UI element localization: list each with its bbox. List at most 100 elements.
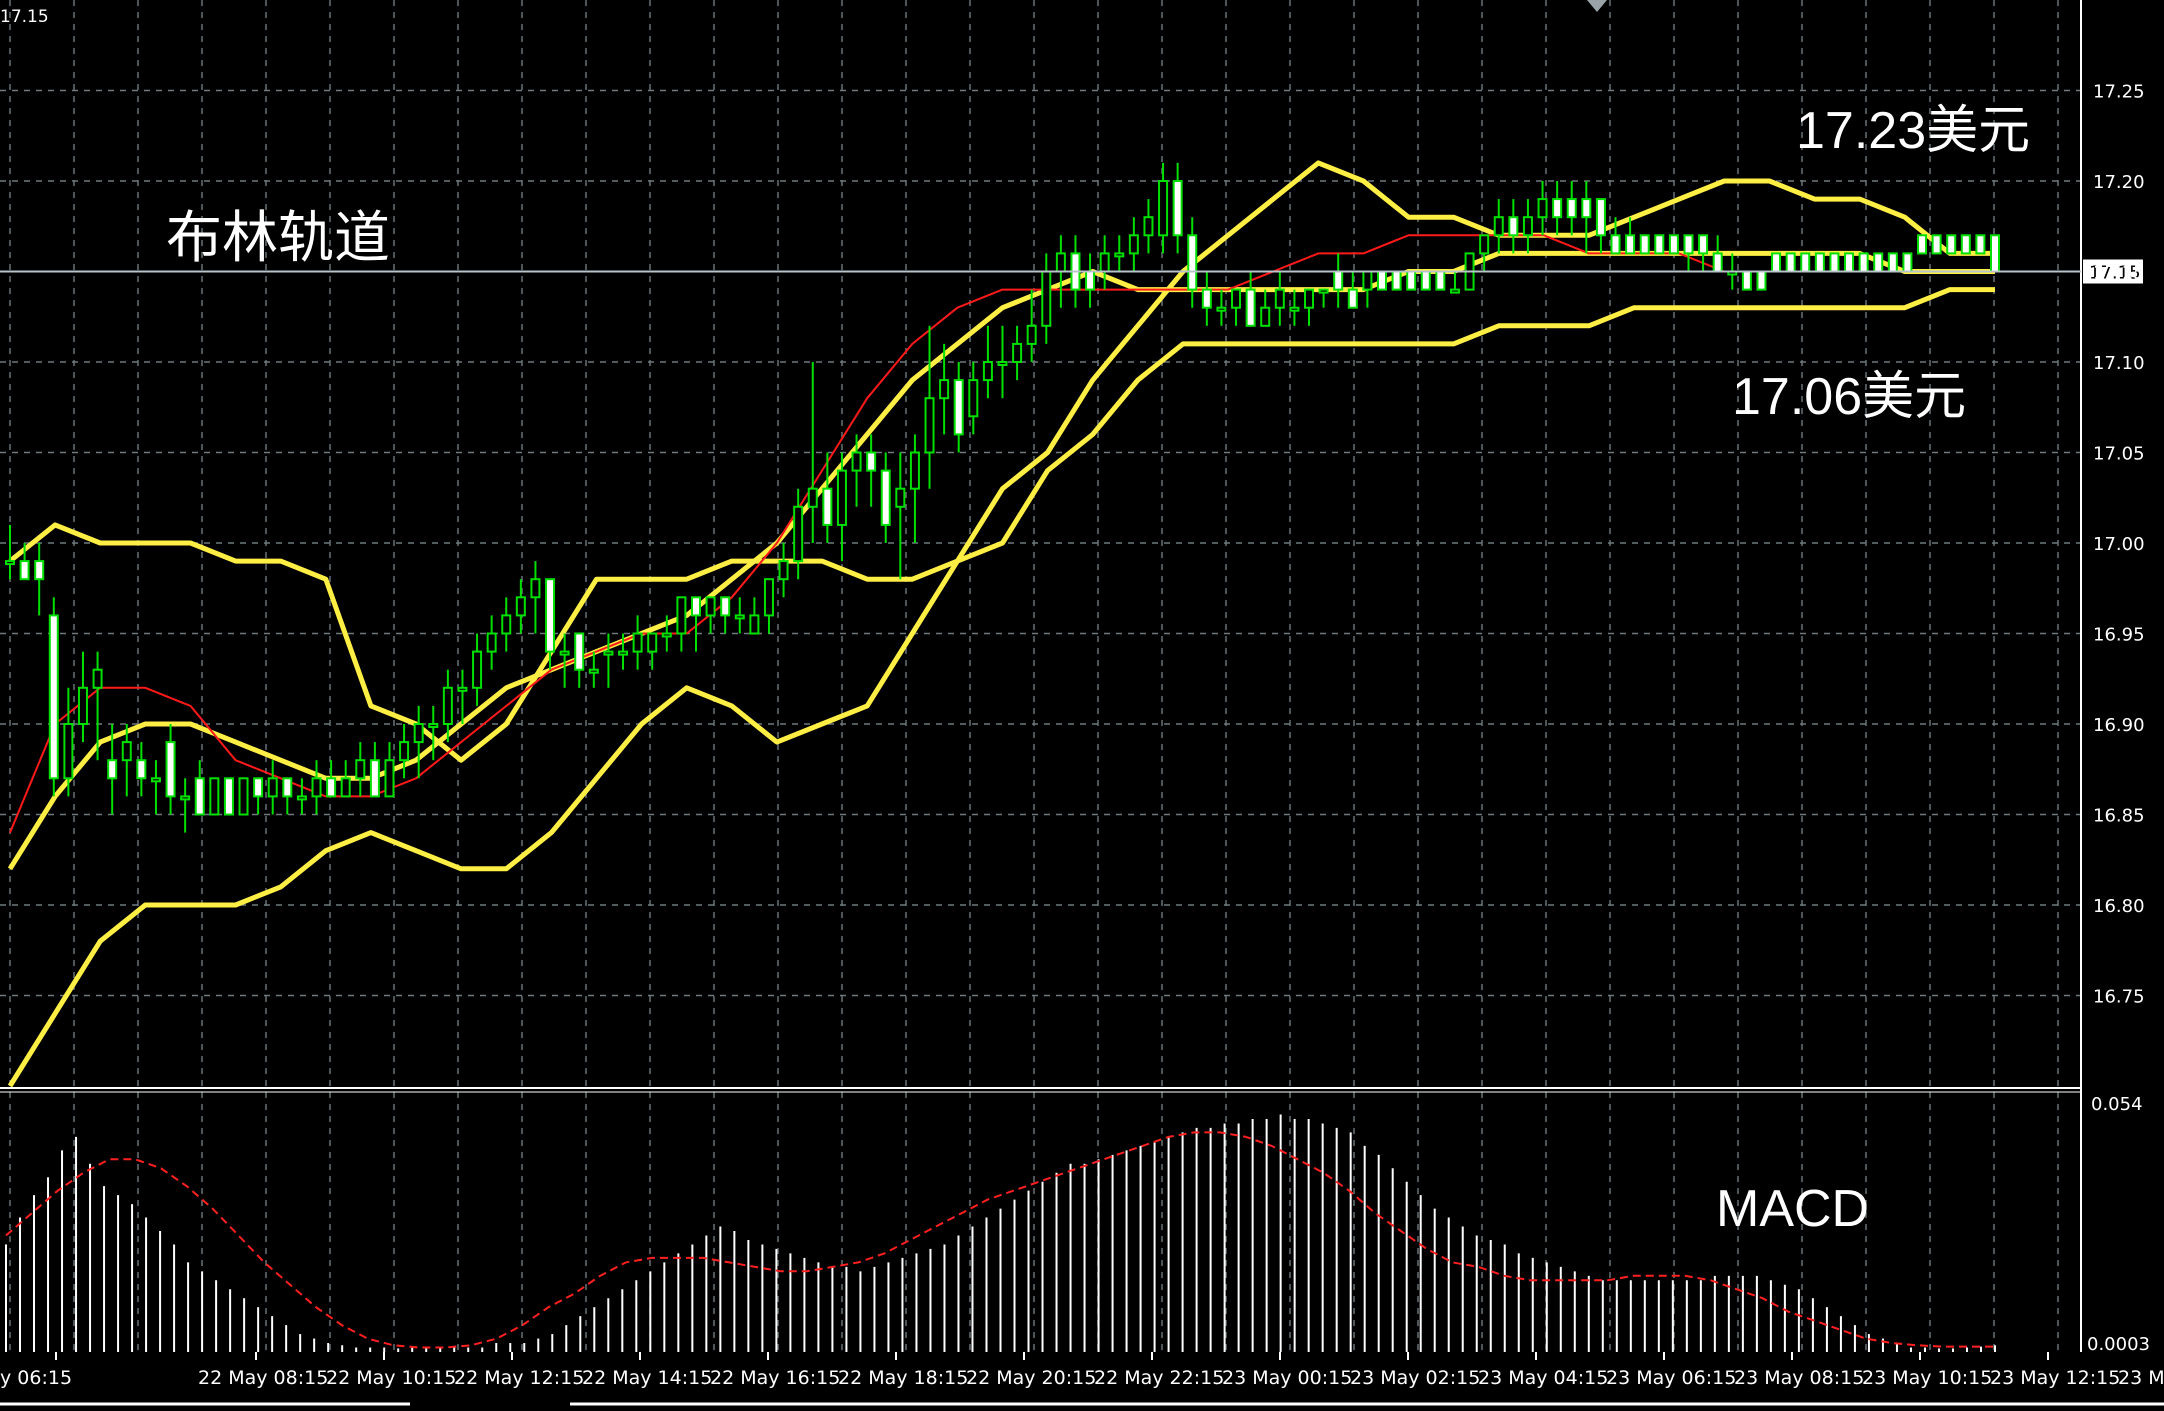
- candle-body: [530, 578, 541, 599]
- candle-body: [1508, 216, 1519, 237]
- price-tick-label: 16.90: [2093, 715, 2145, 736]
- candle-body: [1201, 288, 1212, 309]
- candle-body: [48, 614, 59, 780]
- macd-signal-line: [5, 1131, 1995, 1349]
- time-tick-label: 22 May 08:15: [198, 1367, 328, 1389]
- candle-body: [1931, 234, 1942, 255]
- current-price-line: 17.15: [0, 259, 2143, 284]
- bollinger-upper-line: [8, 160, 1995, 763]
- candle-body: [296, 795, 307, 801]
- price-tick-label: 17.10: [2093, 353, 2145, 374]
- indicator-title: 布林轨道: [166, 206, 390, 269]
- candle-body: [1289, 306, 1300, 312]
- time-tick-label: 23 May 12:15: [1990, 1367, 2120, 1389]
- price-tick-label: 17.05: [2093, 444, 2145, 465]
- macd-top-label: 0.054: [2091, 1094, 2143, 1115]
- candle-body: [1085, 270, 1096, 291]
- shift-marker-icon: [1587, 0, 1607, 12]
- time-tick-label: 23 May 10:15: [1862, 1367, 1992, 1389]
- candle-body: [574, 632, 585, 671]
- current-price-label: 17.15: [2089, 263, 2141, 284]
- candle-body: [1026, 324, 1037, 345]
- time-tick-label: 22 May 22:15: [1094, 1367, 1224, 1389]
- price-tick-label: 16.95: [2093, 625, 2145, 646]
- candle-body: [939, 379, 950, 400]
- candle-body: [1128, 234, 1139, 255]
- grid: [0, 0, 2081, 1352]
- time-tick-label: 22 May 14:15: [582, 1367, 712, 1389]
- candle-body: [1858, 252, 1869, 273]
- candle-body: [77, 686, 88, 725]
- candle-body: [428, 723, 439, 728]
- candle-body: [209, 777, 220, 816]
- candle-body: [647, 632, 658, 653]
- candle-body: [369, 759, 380, 798]
- candle-body: [734, 614, 745, 620]
- candle-body: [676, 596, 687, 635]
- candle-body: [442, 686, 453, 725]
- candle-body: [1479, 234, 1490, 255]
- candle-body: [1712, 252, 1723, 273]
- candle-body: [1333, 270, 1344, 291]
- candle-body: [895, 487, 906, 508]
- candle-body: [238, 777, 249, 816]
- price-tick-label: 16.80: [2093, 896, 2145, 917]
- candle-body: [1639, 234, 1650, 255]
- time-tick-label: 23 May 02:15: [1350, 1367, 1480, 1389]
- candle-body: [1099, 252, 1110, 273]
- candle-body: [1829, 252, 1840, 273]
- candle-body: [1902, 252, 1913, 273]
- time-tick-label: 23 May 14:15: [2118, 1367, 2164, 1389]
- candle-body: [1654, 234, 1665, 255]
- candle-body: [793, 505, 804, 563]
- candle-body: [194, 777, 205, 816]
- candle-body: [1522, 216, 1533, 237]
- price-tick-label: 17.15: [2093, 263, 2145, 284]
- candle-body: [136, 759, 147, 780]
- candle-body: [866, 451, 877, 472]
- candle-body: [121, 741, 132, 762]
- candle-body: [63, 723, 74, 780]
- candle-body: [763, 578, 774, 617]
- candle-body: [1260, 306, 1271, 327]
- candle-body: [661, 632, 672, 638]
- candle-body: [1668, 234, 1679, 255]
- current-price-box: [2083, 259, 2143, 284]
- price-tick-label: 17.25: [2093, 82, 2145, 103]
- candle-body: [282, 777, 293, 798]
- candle-body: [457, 686, 468, 692]
- candle-body: [384, 759, 395, 798]
- candle-body: [603, 650, 614, 656]
- candle-body: [1756, 270, 1767, 291]
- candle-body: [267, 777, 278, 798]
- candle-body: [1391, 270, 1402, 291]
- macd-bottom-label: 0.0003: [2087, 1334, 2150, 1355]
- candle-body: [472, 650, 483, 689]
- candle-body: [486, 632, 497, 653]
- candle-body: [953, 379, 964, 436]
- candle-body: [5, 560, 15, 566]
- candle-body: [1887, 252, 1898, 273]
- candle-body: [1187, 234, 1198, 291]
- candle-body: [1420, 270, 1431, 291]
- candle-body: [1055, 252, 1066, 273]
- candle-body: [749, 614, 760, 635]
- candle-body: [1304, 288, 1315, 309]
- candle-body: [165, 741, 176, 798]
- candle-body: [997, 361, 1008, 366]
- candle-body: [1406, 270, 1417, 291]
- price-tick-label: 16.75: [2093, 987, 2145, 1008]
- candle-body: [501, 614, 512, 635]
- candle-body: [1347, 288, 1358, 309]
- candle-body: [340, 777, 351, 798]
- candle-body: [1041, 270, 1052, 327]
- candle-body: [1683, 234, 1694, 255]
- candle-body: [1158, 180, 1169, 237]
- candle-body: [778, 560, 789, 581]
- candle-body: [618, 650, 629, 656]
- candle-body: [1449, 288, 1460, 294]
- candle-body: [1318, 288, 1329, 294]
- candle-body: [311, 777, 322, 798]
- candle-body: [1990, 234, 2000, 273]
- candle-body: [968, 379, 979, 418]
